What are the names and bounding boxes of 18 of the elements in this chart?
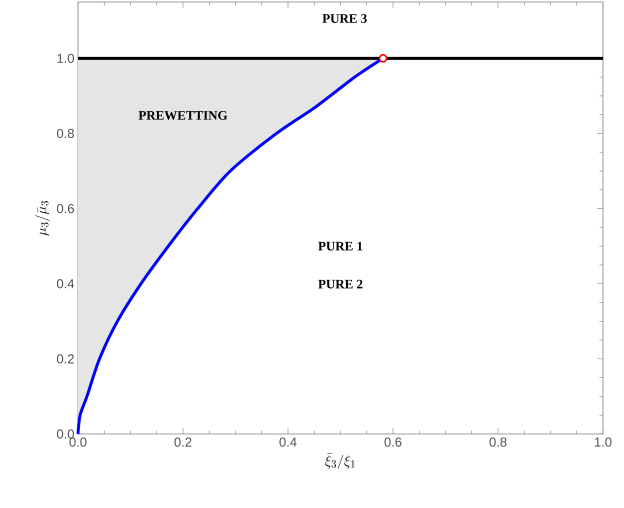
- y-tick-label: 0.6: [56, 204, 74, 214]
- y-tick-label: 0.0: [56, 429, 74, 439]
- y-tick-label: 0.2: [56, 354, 74, 364]
- x-tick-label: 0.6: [384, 438, 402, 447]
- x-tick-label: 0.4: [280, 438, 297, 447]
- annotation: PREWETTING: [138, 111, 228, 120]
- y-tick-label: 0.8: [56, 128, 74, 138]
- annotation: PURE 1: [318, 242, 362, 251]
- x-tick-label: 0.2: [174, 438, 192, 447]
- x-axis-title: $\bar{\xi}_3/\xi_1$: [325, 453, 355, 469]
- annotation: PURE 2: [318, 280, 362, 288]
- y-axis-title: $\mu_3/\bar{\mu}_3$: [35, 201, 50, 236]
- x-tick-label: 0.8: [490, 438, 506, 447]
- x-tick-label: 0.0: [69, 438, 86, 447]
- y-tick-label: 1.0: [57, 54, 74, 63]
- x-tick-label: 1.0: [594, 438, 612, 447]
- annotation: PURE 3: [322, 14, 367, 23]
- y-tick-label: 0.4: [56, 279, 74, 288]
